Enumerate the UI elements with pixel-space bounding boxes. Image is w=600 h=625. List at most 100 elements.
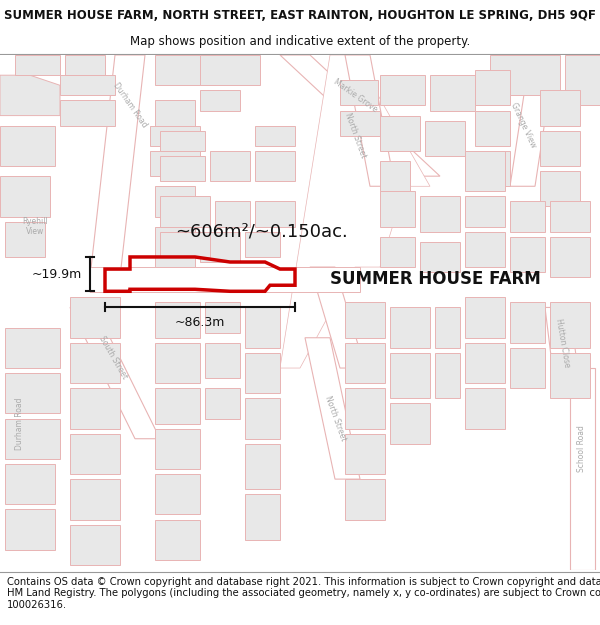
Polygon shape xyxy=(510,302,545,343)
Polygon shape xyxy=(510,348,545,388)
Polygon shape xyxy=(305,338,360,479)
Polygon shape xyxy=(205,388,240,419)
Polygon shape xyxy=(465,298,505,338)
Text: North Street: North Street xyxy=(343,112,367,159)
Polygon shape xyxy=(255,201,295,227)
Polygon shape xyxy=(245,232,280,257)
Polygon shape xyxy=(465,342,505,383)
Polygon shape xyxy=(60,75,115,96)
Polygon shape xyxy=(345,479,385,519)
Polygon shape xyxy=(5,222,45,257)
Text: Durham Road: Durham Road xyxy=(111,81,149,129)
Polygon shape xyxy=(155,55,215,85)
Polygon shape xyxy=(380,191,415,227)
Polygon shape xyxy=(510,55,555,186)
Polygon shape xyxy=(345,388,385,429)
Polygon shape xyxy=(310,267,365,368)
Polygon shape xyxy=(390,353,430,398)
Polygon shape xyxy=(345,302,385,338)
Polygon shape xyxy=(200,91,240,111)
Polygon shape xyxy=(390,403,430,444)
Polygon shape xyxy=(465,232,505,267)
Polygon shape xyxy=(245,398,280,439)
Polygon shape xyxy=(340,80,378,106)
Polygon shape xyxy=(15,55,60,75)
Polygon shape xyxy=(0,126,55,166)
Text: ~19.9m: ~19.9m xyxy=(32,268,82,281)
Polygon shape xyxy=(155,474,200,514)
Polygon shape xyxy=(570,368,595,570)
Polygon shape xyxy=(345,434,385,474)
Polygon shape xyxy=(155,388,200,424)
Polygon shape xyxy=(255,126,295,146)
Polygon shape xyxy=(340,111,380,136)
Polygon shape xyxy=(60,101,115,126)
Polygon shape xyxy=(155,429,200,469)
Polygon shape xyxy=(475,70,510,106)
Polygon shape xyxy=(430,75,475,111)
Polygon shape xyxy=(160,156,205,181)
Polygon shape xyxy=(245,444,280,489)
Polygon shape xyxy=(540,171,580,206)
Polygon shape xyxy=(435,353,460,398)
Polygon shape xyxy=(70,342,120,383)
Text: ~86.3m: ~86.3m xyxy=(175,316,225,329)
Polygon shape xyxy=(380,116,420,151)
Polygon shape xyxy=(425,121,465,156)
Polygon shape xyxy=(155,186,195,217)
Polygon shape xyxy=(5,464,55,504)
Polygon shape xyxy=(90,55,145,277)
Text: School Road: School Road xyxy=(577,426,587,472)
Polygon shape xyxy=(205,342,240,378)
Text: North Street: North Street xyxy=(323,395,347,442)
Polygon shape xyxy=(200,232,240,262)
Polygon shape xyxy=(475,111,510,146)
Polygon shape xyxy=(90,267,360,292)
Polygon shape xyxy=(70,308,160,439)
Polygon shape xyxy=(155,342,200,383)
Polygon shape xyxy=(200,55,260,85)
Polygon shape xyxy=(380,75,425,106)
Polygon shape xyxy=(435,308,460,348)
Polygon shape xyxy=(155,227,195,267)
Polygon shape xyxy=(380,161,410,191)
Polygon shape xyxy=(550,237,590,277)
Polygon shape xyxy=(245,494,280,540)
Polygon shape xyxy=(5,509,55,550)
Polygon shape xyxy=(155,519,200,560)
Polygon shape xyxy=(70,479,120,519)
Polygon shape xyxy=(215,201,250,227)
Polygon shape xyxy=(280,55,430,368)
Text: Markie Grove: Markie Grove xyxy=(331,77,379,114)
Polygon shape xyxy=(380,237,415,267)
Text: Hutton Close: Hutton Close xyxy=(554,318,572,368)
Polygon shape xyxy=(70,298,120,338)
Polygon shape xyxy=(245,353,280,393)
Polygon shape xyxy=(0,75,60,116)
Text: Ryehill
View: Ryehill View xyxy=(22,217,48,236)
Polygon shape xyxy=(345,342,385,383)
Text: South Street: South Street xyxy=(97,335,129,381)
Polygon shape xyxy=(540,131,580,166)
Polygon shape xyxy=(550,353,590,398)
Polygon shape xyxy=(205,302,240,332)
Polygon shape xyxy=(390,308,430,348)
Polygon shape xyxy=(245,308,280,348)
Polygon shape xyxy=(565,55,600,106)
Polygon shape xyxy=(65,55,105,75)
Polygon shape xyxy=(150,151,200,176)
Polygon shape xyxy=(160,131,205,151)
Polygon shape xyxy=(510,201,545,232)
Text: ~606m²/~0.150ac.: ~606m²/~0.150ac. xyxy=(175,222,348,241)
Polygon shape xyxy=(465,196,505,227)
Polygon shape xyxy=(550,302,590,348)
Polygon shape xyxy=(465,388,505,429)
Polygon shape xyxy=(345,55,395,186)
Polygon shape xyxy=(490,55,560,96)
Polygon shape xyxy=(5,328,60,368)
Polygon shape xyxy=(155,101,195,126)
Polygon shape xyxy=(210,151,250,181)
Polygon shape xyxy=(280,55,440,176)
Polygon shape xyxy=(0,176,50,217)
Text: SUMMER HOUSE FARM: SUMMER HOUSE FARM xyxy=(330,270,541,288)
